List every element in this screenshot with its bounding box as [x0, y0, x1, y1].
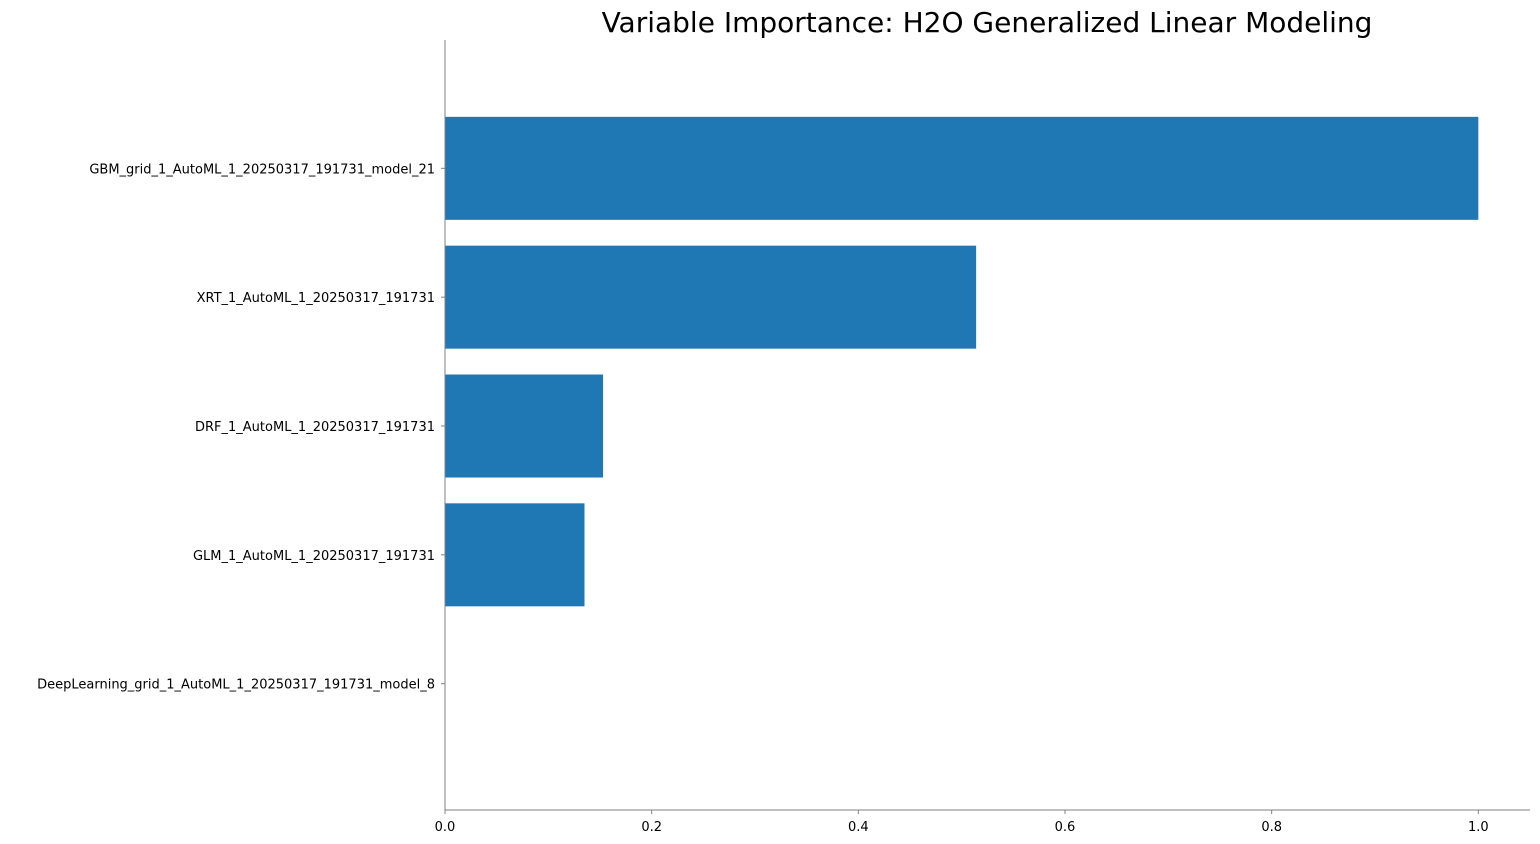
bar-1 [445, 245, 977, 349]
y-tick-label: XRT_1_AutoML_1_20250317_191731 [197, 291, 435, 306]
x-tick-label: 0.4 [848, 820, 869, 835]
x-tick-label: 0.6 [1055, 820, 1076, 835]
x-ticks-layer: 0.0 0.2 0.4 0.6 0.8 1.0 [435, 810, 1489, 835]
y-labels-layer: GBM_grid_1_AutoML_1_20250317_191731_mode… [37, 162, 445, 693]
x-tick-label: 1.0 [1468, 820, 1489, 835]
bar-3 [445, 503, 585, 607]
y-tick-label: DeepLearning_grid_1_AutoML_1_20250317_19… [37, 678, 435, 693]
y-tick-label: DRF_1_AutoML_1_20250317_191731 [195, 420, 435, 435]
x-tick-label: 0.2 [641, 820, 662, 835]
x-tick-label: 0.8 [1261, 820, 1282, 835]
bars-layer [445, 116, 1479, 607]
chart-title: Variable Importance: H2O Generalized Lin… [602, 6, 1373, 39]
x-tick-label: 0.0 [435, 820, 456, 835]
y-tick-label: GLM_1_AutoML_1_20250317_191731 [193, 549, 435, 564]
y-tick-label: GBM_grid_1_AutoML_1_20250317_191731_mode… [89, 162, 435, 177]
bar-0 [445, 116, 1479, 220]
bar-2 [445, 374, 604, 478]
